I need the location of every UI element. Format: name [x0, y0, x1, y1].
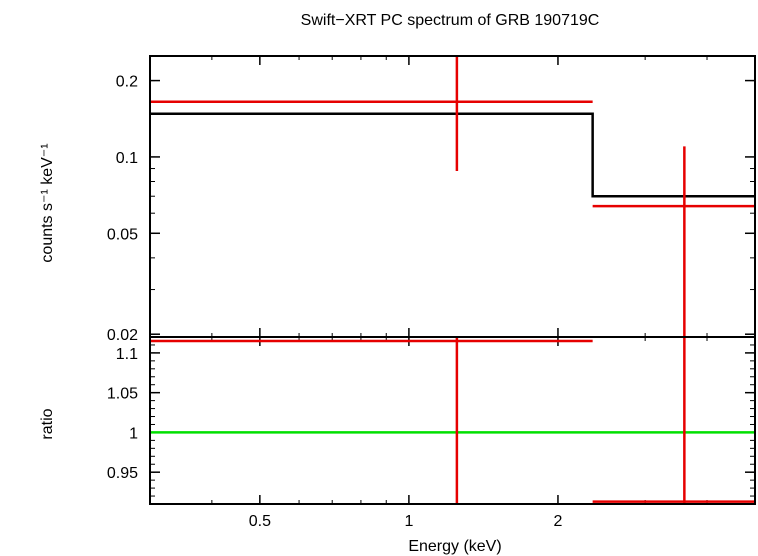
panel-frame	[149, 336, 756, 505]
y-tick-label: 0.02	[107, 327, 138, 344]
x-tick-label: 0.5	[249, 513, 271, 530]
y-tick-label: 1	[129, 425, 138, 442]
model-curve	[150, 112, 755, 198]
y-tick-label: 1.1	[116, 346, 138, 363]
chart-title: Swift−XRT PC spectrum of GRB 190719C	[301, 12, 600, 29]
y-tick-label: 1.05	[107, 386, 138, 403]
x-tick-label: 2	[554, 513, 563, 530]
y-tick-label: 0.1	[116, 150, 138, 167]
top-panel: 0.2 0.1 0.05 0.02	[107, 55, 756, 344]
y-tick-label: 0.95	[107, 465, 138, 482]
x-tick-label: 1	[404, 513, 413, 530]
y-tick-label: 0.05	[107, 226, 138, 243]
x-axis-label: Energy (keV)	[408, 538, 501, 555]
top-y-axis-label: counts s⁻¹ keV⁻¹	[39, 143, 56, 262]
bottom-panel: 0.5 1 2 1.1 1.05 1 0.95	[107, 336, 756, 530]
bottom-y-axis-label: ratio	[39, 408, 56, 439]
y-tick-label: 0.2	[116, 74, 138, 91]
